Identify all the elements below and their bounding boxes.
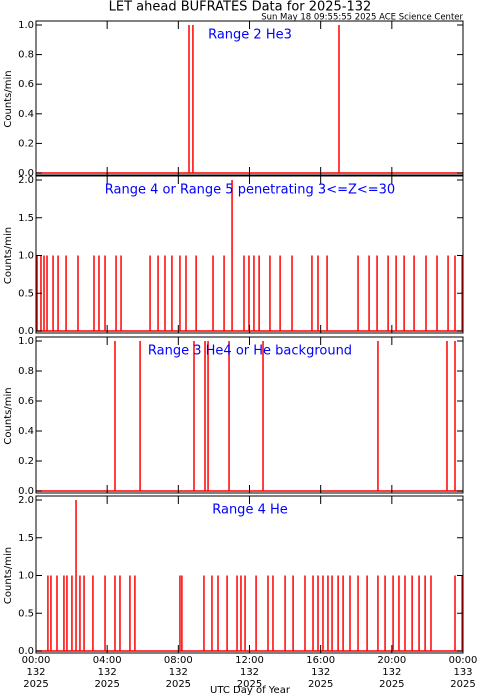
y-axis-label: Counts/min: [3, 387, 14, 444]
y-tick-label: 1.5: [18, 213, 34, 224]
y-axis-label: Counts/min: [3, 547, 14, 604]
annotation: Range 4 He: [212, 503, 288, 518]
x-tick-label: 00:00: [449, 655, 478, 666]
annotation: Range 4 or Range 5 penetrating 3<=Z<=30: [105, 183, 395, 198]
y-tick-label: 0.8: [18, 366, 34, 377]
x-tick-day: 132: [169, 667, 188, 678]
x-tick-year: 2025: [94, 679, 119, 690]
x-tick-label: 20:00: [377, 655, 406, 666]
y-tick-label: 0.2: [18, 456, 34, 467]
x-tick-day: 132: [311, 667, 330, 678]
y-tick-label: 0.5: [18, 608, 34, 619]
x-tick-year: 2025: [23, 679, 48, 690]
x-tick-year: 2025: [308, 679, 333, 690]
x-tick-label: 12:00: [235, 655, 264, 666]
y-tick-label: 2.0: [18, 175, 34, 186]
x-tick-label: 00:00: [22, 655, 51, 666]
y-tick-label: 1.0: [18, 251, 34, 262]
x-tick-year: 2025: [450, 679, 475, 690]
y-tick-label: 1.0: [18, 336, 34, 347]
x-axis-label: UTC Day of Year: [210, 685, 291, 696]
x-tick-label: 04:00: [93, 655, 122, 666]
y-tick-label: 0.0: [18, 646, 34, 657]
annotation: Range 3 He4 or He background: [148, 344, 352, 359]
y-tick-label: 0.6: [18, 396, 34, 407]
x-tick-label: 08:00: [164, 655, 193, 666]
x-tick-day: 132: [26, 667, 45, 678]
y-tick-label: 1.0: [18, 20, 34, 31]
y-tick-label: 0.0: [18, 486, 34, 497]
x-tick-day: 132: [240, 667, 259, 678]
y-tick-label: 1.0: [18, 571, 34, 582]
chart-title: LET ahead BUFRATES Data for 2025-132: [109, 0, 372, 15]
y-tick-label: 0.0: [18, 326, 34, 337]
x-tick-year: 2025: [237, 679, 262, 690]
y-tick-label: 0.4: [18, 426, 34, 437]
x-tick-day: 133: [453, 667, 472, 678]
y-tick-label: 0.8: [18, 50, 34, 61]
y-tick-label: 0.5: [18, 288, 34, 299]
x-tick-year: 2025: [379, 679, 404, 690]
y-tick-label: 0.0: [18, 168, 34, 179]
y-tick-label: 0.2: [18, 138, 34, 149]
x-tick-day: 132: [98, 667, 117, 678]
y-tick-label: 2.0: [18, 495, 34, 506]
x-tick-day: 132: [382, 667, 401, 678]
x-tick-label: 16:00: [306, 655, 335, 666]
y-axis-label: Counts/min: [3, 70, 14, 127]
y-axis-label: Counts/min: [3, 227, 14, 284]
x-tick-year: 2025: [166, 679, 191, 690]
y-tick-label: 0.4: [18, 109, 34, 120]
y-tick-label: 0.6: [18, 79, 34, 90]
annotation: Range 2 He3: [208, 28, 292, 43]
y-tick-label: 1.5: [18, 533, 34, 544]
chart-subtitle: Sun May 18 09:55:55 2025 ACE Science Cen…: [261, 13, 463, 23]
